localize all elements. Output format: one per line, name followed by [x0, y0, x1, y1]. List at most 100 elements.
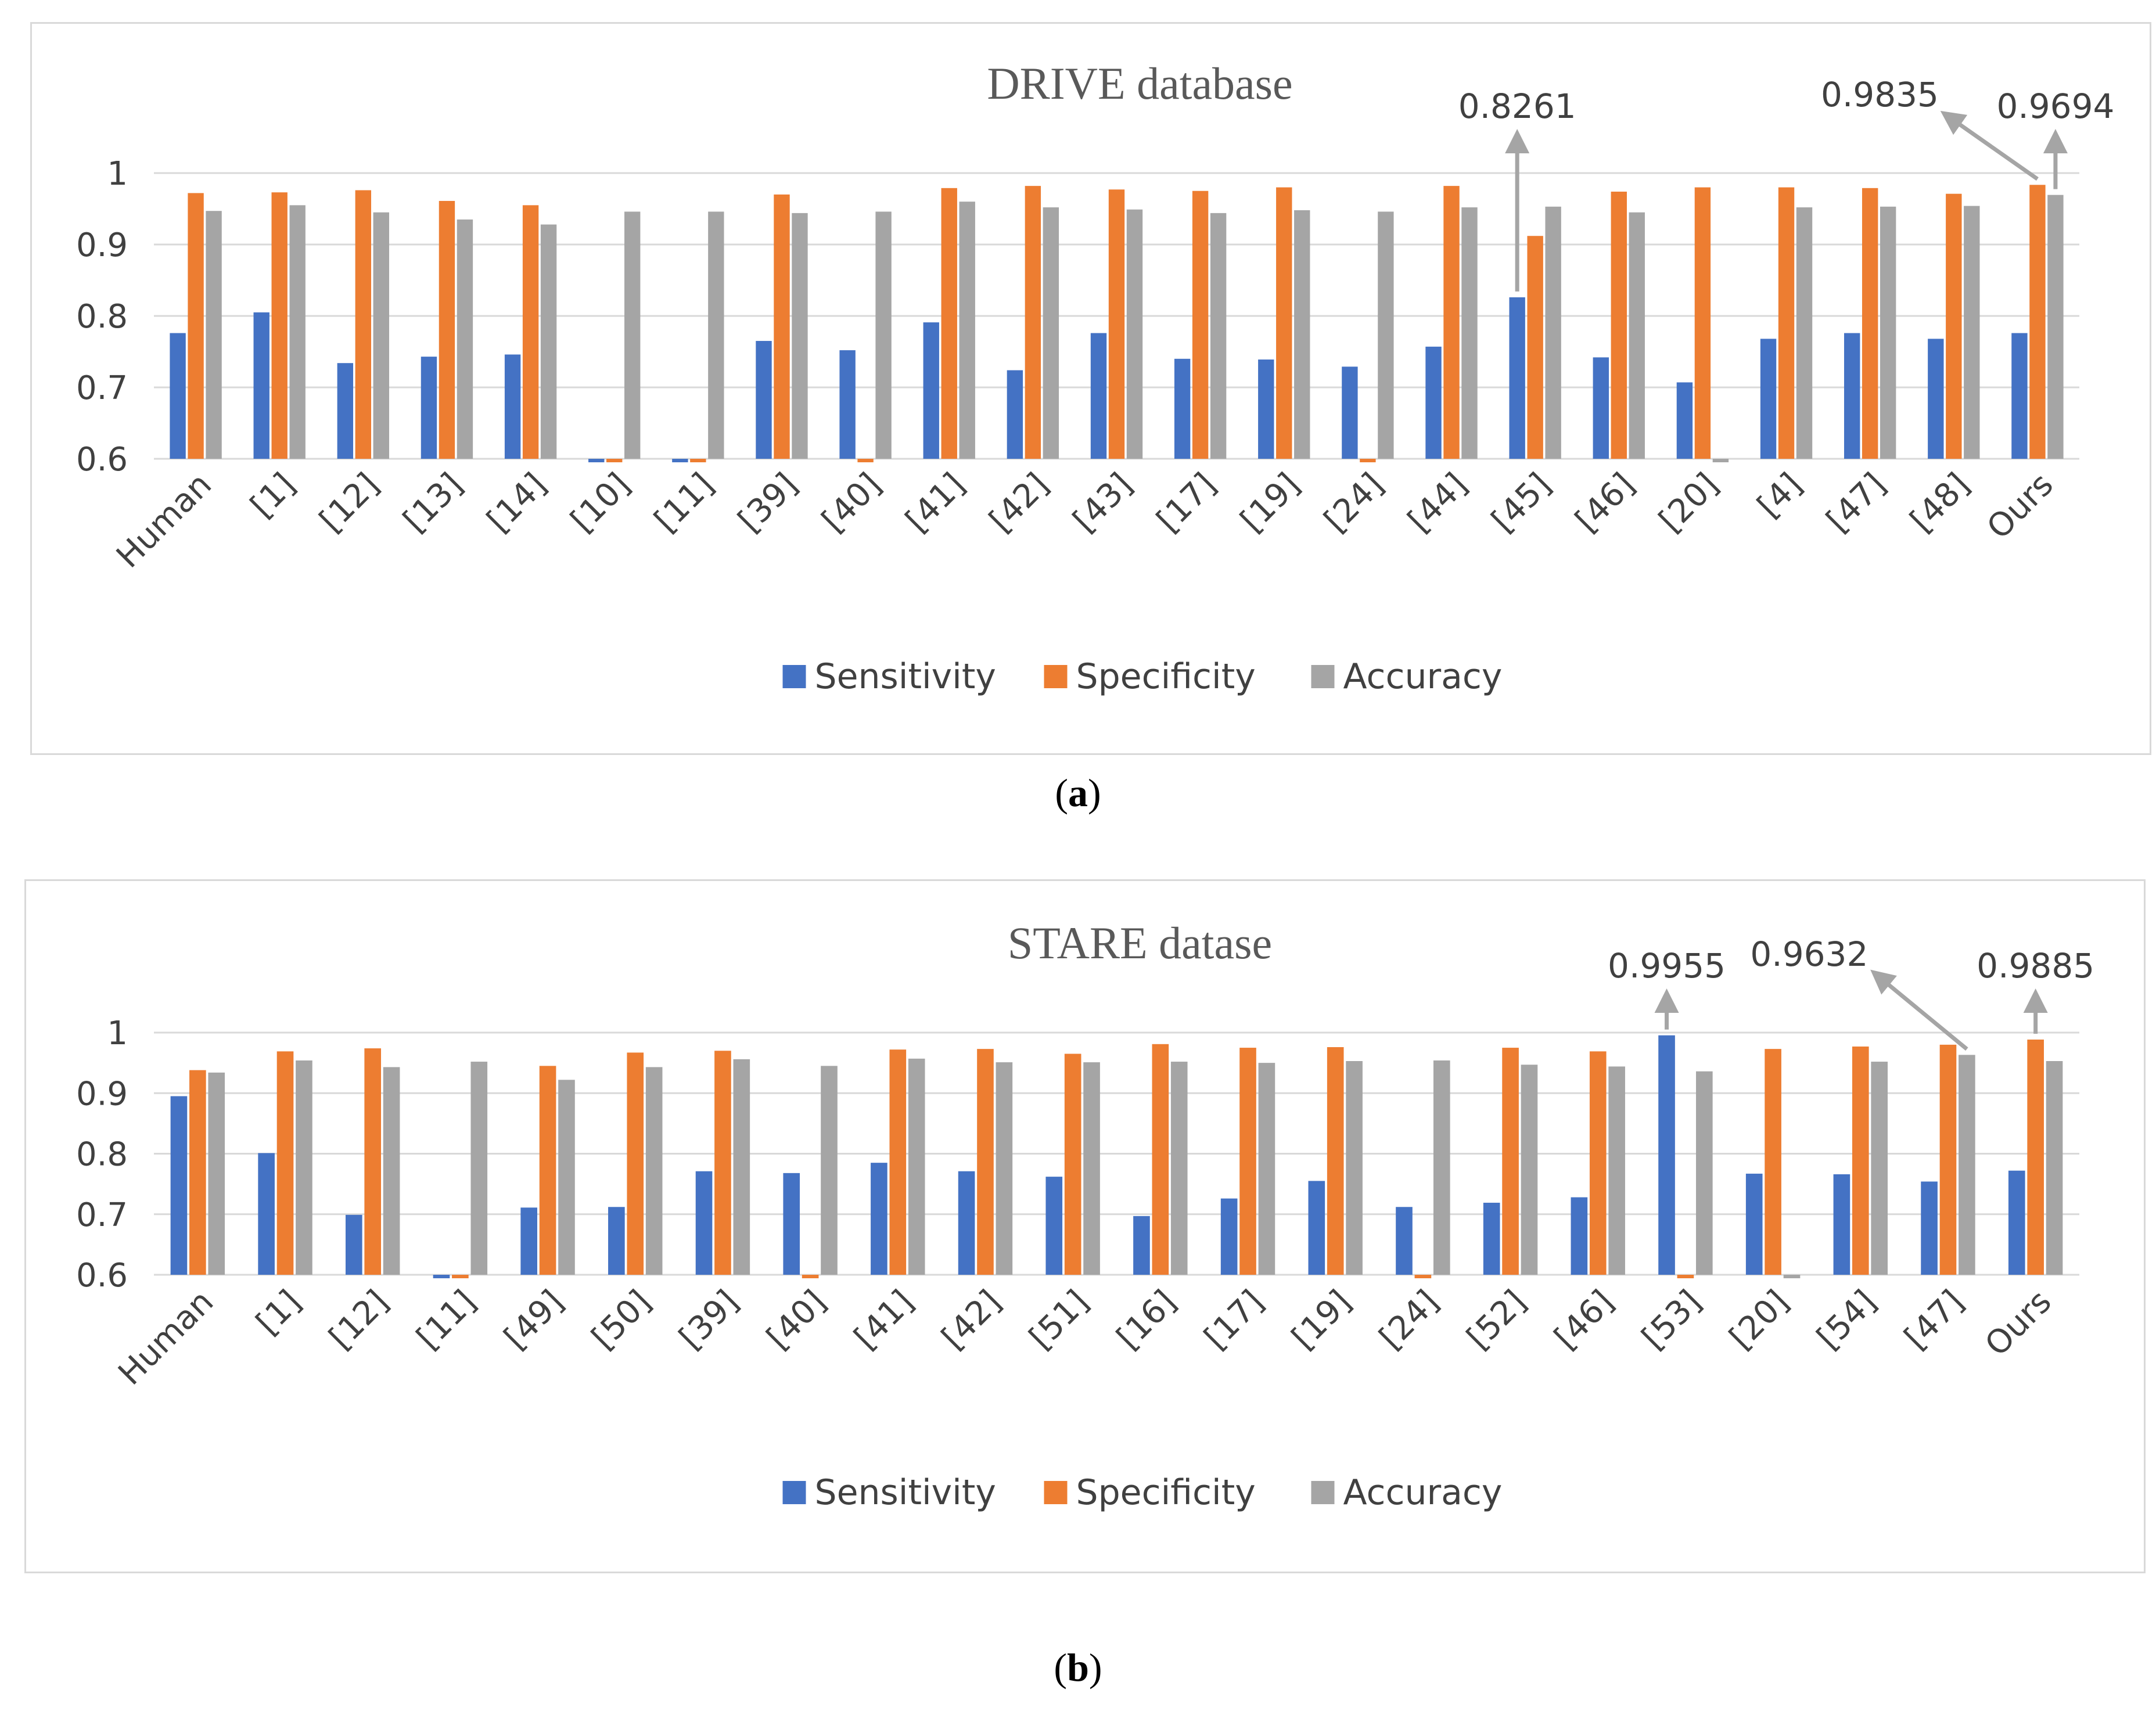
bar-sensitivity-48	[1928, 339, 1944, 459]
bar-sensitivity-13	[421, 357, 437, 459]
bar-accuracy-19	[1294, 210, 1310, 459]
bar-accuracy-39	[733, 1059, 750, 1275]
annotation-label: 0.9955	[1608, 946, 1726, 986]
bar-sensitivity-51	[1045, 1177, 1063, 1275]
bar-sensitivity-40	[839, 350, 856, 459]
category-label: [40]	[760, 1283, 833, 1357]
bar-sensitivity-ours	[2008, 1170, 2025, 1275]
category-label: [46]	[1568, 466, 1642, 540]
bar-specificity-10	[606, 459, 623, 462]
bar-accuracy-24	[1433, 1060, 1450, 1275]
category-label: [11]	[409, 1283, 483, 1357]
bar-sensitivity-12	[337, 363, 354, 459]
bar-sensitivity-41	[923, 322, 939, 459]
bar-accuracy-12	[383, 1067, 400, 1275]
bar-accuracy-48	[1964, 206, 1980, 459]
bar-accuracy-13	[457, 219, 473, 459]
bar-specificity-24	[1414, 1275, 1432, 1278]
bar-specificity-51	[1064, 1054, 1081, 1275]
bar-specificity-24	[1360, 459, 1376, 462]
category-label: [24]	[1317, 466, 1391, 540]
bar-accuracy-49	[558, 1080, 575, 1275]
y-tick-label: 0.8	[76, 1136, 128, 1174]
category-label: [20]	[1722, 1283, 1796, 1357]
bar-sensitivity-12	[345, 1214, 362, 1275]
category-label: [46]	[1547, 1283, 1621, 1357]
bar-sensitivity-42	[1007, 370, 1023, 459]
annotation-label: 0.9694	[1996, 87, 2114, 126]
category-label: [1]	[249, 1283, 308, 1342]
category-label: [19]	[1233, 466, 1307, 540]
bar-sensitivity-47	[1921, 1181, 1938, 1275]
bar-accuracy-human	[208, 1072, 225, 1275]
bar-specificity-40	[857, 459, 874, 462]
bar-specificity-52	[1502, 1048, 1519, 1275]
bar-accuracy-51	[1083, 1062, 1100, 1275]
bar-specificity-16	[1152, 1044, 1169, 1275]
annotation-label: 0.8261	[1458, 87, 1576, 126]
bar-sensitivity-39	[695, 1171, 713, 1275]
legend-label-sensitivity: Sensitivity	[815, 1472, 996, 1513]
category-label: [52]	[1460, 1283, 1533, 1357]
bar-accuracy-ours	[2046, 1060, 2063, 1275]
bar-specificity-47	[1939, 1044, 1957, 1275]
bar-specificity-43	[1108, 189, 1125, 459]
chart-title: STARE datase	[1008, 918, 1272, 968]
bar-specificity-39	[774, 194, 790, 459]
bar-specificity-human	[188, 193, 204, 459]
bar-sensitivity-39	[756, 341, 772, 459]
bar-sensitivity-16	[1133, 1216, 1150, 1275]
stare-chart: STARE datase 0.6 0.7 0.8 0.9 1 Human [1] [12] [11…	[76, 918, 2094, 1513]
bar-specificity-19	[1276, 187, 1292, 459]
legend-label-accuracy: Accuracy	[1343, 656, 1503, 697]
legend-swatch-accuracy	[1311, 1481, 1335, 1504]
bar-accuracy-54	[1871, 1062, 1888, 1275]
bar-sensitivity-20	[1676, 382, 1693, 459]
y-tick-label: 0.9	[76, 226, 128, 264]
category-label: Human	[109, 466, 219, 576]
category-label: [45]	[1485, 466, 1558, 540]
bar-specificity-20	[1694, 187, 1711, 459]
bar-specificity-44	[1443, 186, 1460, 459]
category-label: [39]	[731, 466, 805, 540]
bar-accuracy-human	[206, 211, 222, 459]
y-tick-label: 1	[107, 1015, 128, 1052]
bar-specificity-1	[276, 1051, 294, 1275]
category-label: [12]	[312, 466, 386, 540]
category-label: [51]	[1022, 1283, 1096, 1357]
bar-specificity-ours	[2029, 185, 2046, 459]
bar-accuracy-10	[624, 211, 641, 459]
bar-accuracy-11	[708, 211, 724, 459]
y-tick-label: 0.8	[76, 298, 128, 336]
bar-accuracy-39	[792, 213, 808, 459]
category-label: [17]	[1149, 466, 1223, 540]
category-label: [43]	[1066, 466, 1140, 540]
y-tick-label: 1	[107, 155, 128, 193]
legend-label-accuracy: Accuracy	[1343, 1472, 1503, 1513]
caption-b-letter: b	[1067, 1645, 1089, 1689]
bar-specificity-13	[439, 200, 455, 459]
bar-accuracy-19	[1346, 1060, 1363, 1275]
bar-accuracy-4	[1796, 207, 1813, 459]
bar-sensitivity-45	[1509, 297, 1525, 459]
bar-specificity-41	[889, 1049, 907, 1275]
bar-specificity-17	[1192, 190, 1209, 459]
bar-accuracy-20	[1712, 459, 1729, 462]
bar-sensitivity-40	[783, 1173, 800, 1275]
category-label: Human	[111, 1283, 221, 1393]
y-tick-label: 0.7	[76, 369, 128, 407]
category-label: [20]	[1652, 466, 1726, 540]
bar-accuracy-47	[1880, 206, 1896, 459]
bar-sensitivity-19	[1258, 359, 1274, 459]
bar-accuracy-ours	[2047, 195, 2064, 459]
category-label: [48]	[1903, 466, 1977, 540]
legend-label-specificity: Specificity	[1076, 656, 1256, 697]
bar-sensitivity-43	[1090, 333, 1107, 459]
bar-sensitivity-17	[1220, 1198, 1238, 1275]
bar-sensitivity-1	[253, 312, 270, 459]
bar-accuracy-43	[1126, 209, 1143, 459]
bar-accuracy-44	[1461, 207, 1478, 459]
legend-swatch-specificity	[1044, 1481, 1068, 1504]
